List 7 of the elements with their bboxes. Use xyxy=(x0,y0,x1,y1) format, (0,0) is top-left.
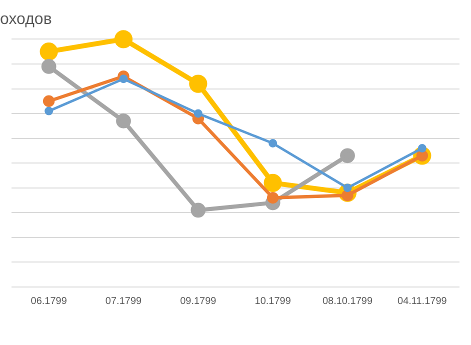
x-tick-label: 06.1799 xyxy=(30,296,68,307)
x-tick-label: 07.1799 xyxy=(105,296,142,307)
x-tick-label: 08.10.1799 xyxy=(322,296,373,307)
x-tick-label: 09.1799 xyxy=(180,296,217,307)
x-tick-label: 04.11.1799 xyxy=(398,296,448,307)
chart-title: оходов xyxy=(0,11,52,28)
x-tick-label: 10.1799 xyxy=(254,296,292,307)
